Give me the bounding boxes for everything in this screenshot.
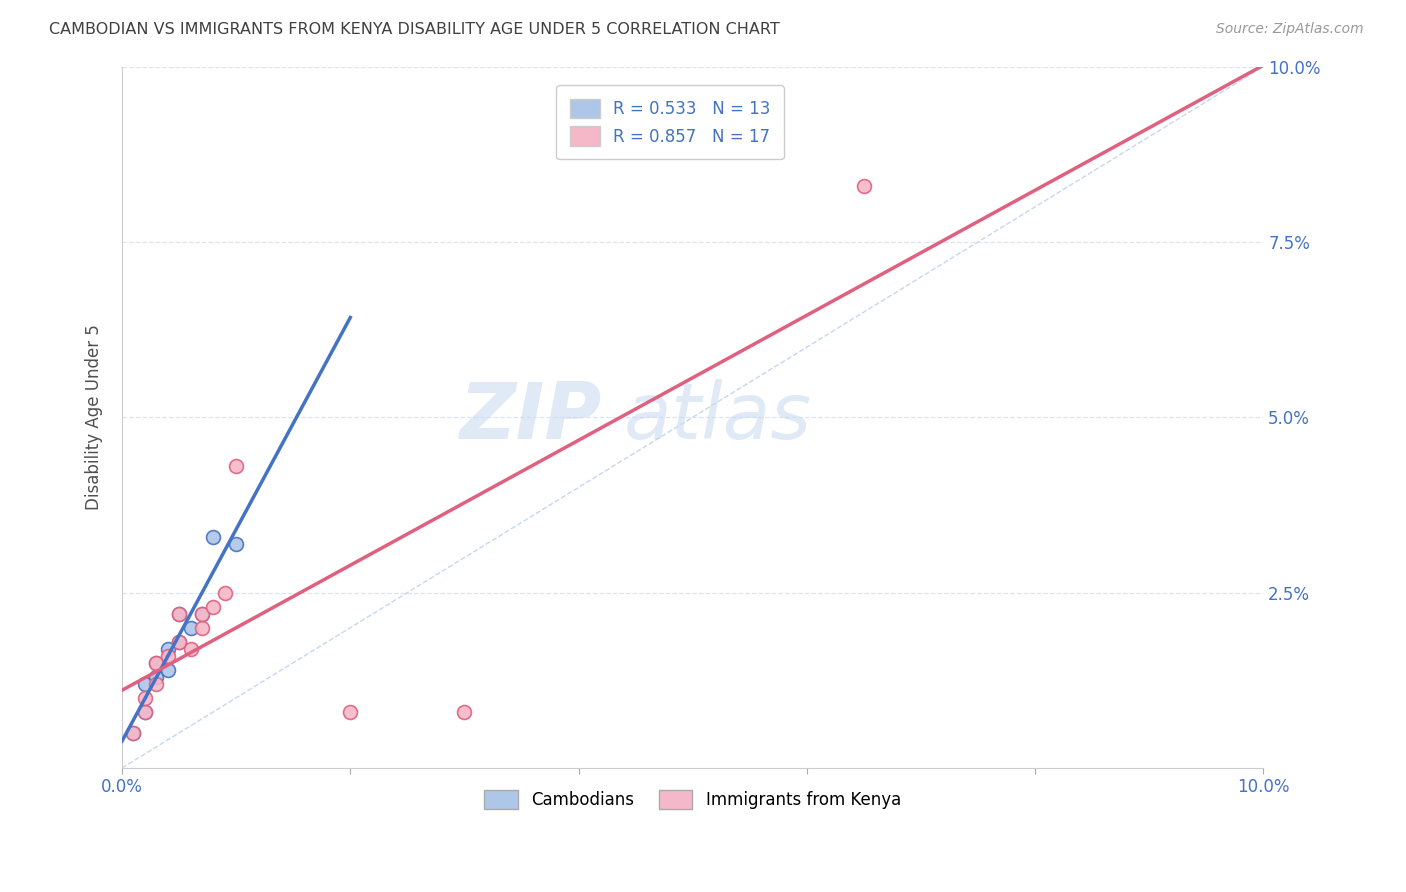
Point	[202, 529, 225, 543]
Text: CAMBODIAN VS IMMIGRANTS FROM KENYA DISABILITY AGE UNDER 5 CORRELATION CHART: CAMBODIAN VS IMMIGRANTS FROM KENYA DISAB…	[49, 22, 780, 37]
Point	[191, 621, 214, 635]
Point	[145, 656, 167, 670]
Point	[167, 607, 190, 621]
Point	[134, 690, 156, 705]
Legend: Cambodians, Immigrants from Kenya: Cambodians, Immigrants from Kenya	[478, 783, 908, 815]
Point	[852, 178, 875, 193]
Point	[134, 705, 156, 719]
Point	[339, 705, 361, 719]
Text: ZIP: ZIP	[460, 379, 602, 455]
Text: Source: ZipAtlas.com: Source: ZipAtlas.com	[1216, 22, 1364, 37]
Point	[167, 634, 190, 648]
Point	[145, 677, 167, 691]
Point	[180, 641, 202, 656]
Point	[134, 705, 156, 719]
Point	[156, 648, 179, 663]
Point	[156, 641, 179, 656]
Point	[225, 459, 247, 474]
Point	[453, 705, 475, 719]
Point	[156, 663, 179, 677]
Point	[191, 607, 214, 621]
Point	[191, 607, 214, 621]
Point	[122, 726, 145, 740]
Text: atlas: atlas	[624, 379, 813, 455]
Point	[202, 599, 225, 614]
Point	[145, 656, 167, 670]
Point	[134, 677, 156, 691]
Point	[167, 607, 190, 621]
Point	[180, 621, 202, 635]
Point	[214, 585, 236, 599]
Point	[167, 634, 190, 648]
Point	[122, 726, 145, 740]
Point	[225, 536, 247, 550]
Point	[145, 670, 167, 684]
Y-axis label: Disability Age Under 5: Disability Age Under 5	[86, 325, 103, 510]
